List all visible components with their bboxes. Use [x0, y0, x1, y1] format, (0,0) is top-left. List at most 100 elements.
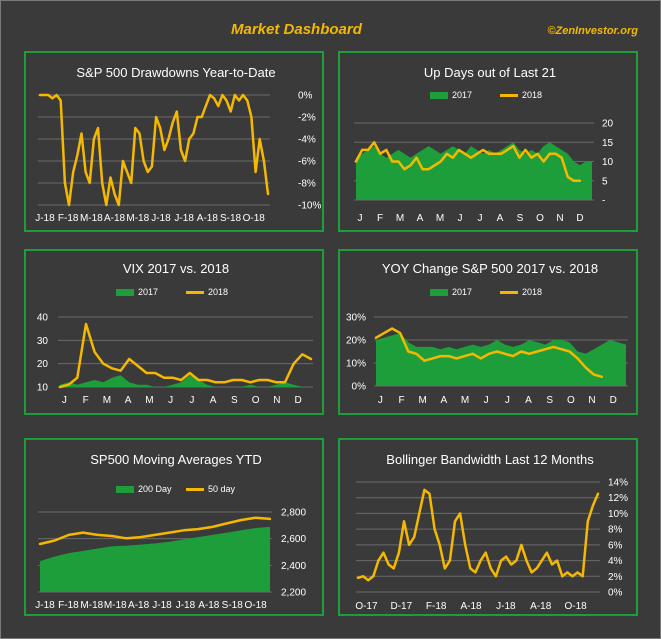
x-tick-label: A [417, 213, 424, 224]
legend-label: 2017 [452, 90, 472, 100]
y-tick-label: 12% [608, 493, 628, 504]
x-tick-label: J [189, 395, 194, 406]
x-tick-label: J [484, 395, 489, 406]
chart-ma: SP500 Moving Averages YTD 2,800 2,600 2,400… [35, 452, 306, 611]
y-tick-label: - [602, 196, 605, 207]
y-tick-label: 0% [352, 382, 367, 393]
y-tick-label: 15 [602, 138, 614, 149]
x-tick-label: O-17 [355, 601, 378, 612]
x-tick-label: D-17 [390, 601, 412, 612]
chart-updays: Up Days out of Last 21 20 15 10 5 - J F M A M J J A S O… [354, 65, 614, 224]
legend-swatch-area [430, 289, 448, 296]
x-tick-label: M-18 [104, 600, 127, 611]
legend-label: 200 Day [138, 484, 172, 494]
x-tick-label: M-18 [80, 213, 103, 224]
y-tick-label: -4% [298, 135, 316, 146]
y-tick-label: 30% [346, 313, 366, 324]
x-tick-label: O [252, 395, 260, 406]
x-tick-label: A-18 [128, 600, 150, 611]
panel-updays: Up Days out of Last 21 20 15 10 5 - J F M A M J J A S O… [338, 51, 638, 232]
legend-label: 2017 [452, 287, 472, 297]
legend-label: 2017 [138, 287, 158, 297]
chart-title: SP500 Moving Averages YTD [90, 452, 262, 467]
y-tick-label: -2% [298, 113, 316, 124]
series-area-200-day [40, 526, 270, 592]
x-tick-label: J-18 [496, 601, 516, 612]
chart-title: Up Days out of Last 21 [424, 65, 556, 80]
chart-drawdowns: S&P 500 Drawdowns Year-to-Date 0% -2% -4% -6… [35, 65, 321, 224]
chart-yoy: YOY Change S&P 500 2017 vs. 2018 30% 20% 10… [346, 261, 628, 406]
series-line-main [356, 488, 600, 582]
x-tick-label: M [436, 213, 444, 224]
panel-vix: VIX 2017 vs. 2018 40 30 20 10 J F M A M J J A S O N D 201… [24, 249, 324, 415]
y-tick-label: 5 [602, 176, 608, 187]
y-tick-label: 20 [37, 359, 49, 370]
y-tick-label: 20 [602, 119, 614, 130]
x-tick-label: J [168, 395, 173, 406]
x-tick-label: J [478, 213, 483, 224]
x-tick-label: A [525, 395, 532, 406]
x-tick-label: O-18 [243, 213, 266, 224]
x-tick-label: M-18 [80, 600, 103, 611]
x-tick-label: J-18 [152, 600, 172, 611]
y-tick-label: 8% [608, 525, 623, 536]
y-tick-label: 10% [608, 509, 628, 520]
series-line-2018 [374, 327, 604, 379]
x-tick-label: A-18 [460, 601, 482, 612]
legend-label: 2018 [522, 287, 542, 297]
legend-label: 50 day [208, 484, 236, 494]
x-tick-label: J [378, 395, 383, 406]
x-tick-label: J [62, 395, 67, 406]
series-line-2018 [58, 322, 313, 389]
y-tick-label: 0% [608, 588, 623, 599]
x-tick-label: A-18 [197, 213, 219, 224]
x-tick-label: A-18 [198, 600, 220, 611]
y-tick-label: 2,200 [281, 588, 306, 599]
x-tick-label: F-18 [426, 601, 447, 612]
x-tick-label: F-18 [58, 600, 79, 611]
x-tick-label: A [497, 213, 504, 224]
series-line-2018 [354, 141, 582, 183]
legend-swatch-area [116, 289, 134, 296]
panel-bollinger: Bollinger Bandwidth Last 12 Months 14% 12%… [338, 438, 638, 616]
legend-label: 2018 [208, 287, 228, 297]
x-tick-label: M [461, 395, 469, 406]
x-tick-label: J-18 [151, 213, 171, 224]
panel-ma: SP500 Moving Averages YTD 2,800 2,600 2,400… [24, 438, 324, 616]
x-tick-label: J [358, 213, 363, 224]
x-tick-label: F-18 [58, 213, 79, 224]
x-tick-label: O-18 [245, 600, 268, 611]
legend-label: 2018 [522, 90, 542, 100]
y-tick-label: -10% [298, 201, 321, 212]
series-area-2017 [60, 375, 311, 387]
y-tick-label: 30 [37, 336, 49, 347]
x-tick-label: S-18 [222, 600, 244, 611]
y-tick-label: 20% [346, 336, 366, 347]
x-tick-label: A-18 [104, 213, 126, 224]
x-tick-label: N [273, 395, 280, 406]
x-tick-label: D [610, 395, 617, 406]
y-tick-label: 14% [608, 478, 628, 489]
panel-yoy: YOY Change S&P 500 2017 vs. 2018 30% 20% 10… [338, 249, 638, 415]
x-tick-label: A [125, 395, 132, 406]
x-tick-label: O-18 [564, 601, 587, 612]
dashboard-title: Market Dashboard [231, 21, 362, 38]
x-tick-label: J-18 [35, 600, 55, 611]
panel-drawdowns: S&P 500 Drawdowns Year-to-Date 0% -2% -4% -6… [24, 51, 324, 232]
x-tick-label: S [546, 395, 553, 406]
x-tick-label: M-18 [126, 213, 149, 224]
x-tick-label: M [396, 213, 404, 224]
x-tick-label: S-18 [220, 213, 242, 224]
series-area-2017 [376, 333, 626, 386]
series-line-main [38, 93, 270, 207]
x-tick-label: S [231, 395, 238, 406]
y-tick-label: -8% [298, 179, 316, 190]
x-tick-label: O [536, 213, 544, 224]
x-tick-label: J-18 [174, 213, 194, 224]
x-tick-label: N [588, 395, 595, 406]
x-tick-label: M [103, 395, 111, 406]
y-tick-label: 0% [298, 91, 313, 102]
y-tick-label: 10 [602, 157, 614, 168]
x-tick-label: F [398, 395, 404, 406]
